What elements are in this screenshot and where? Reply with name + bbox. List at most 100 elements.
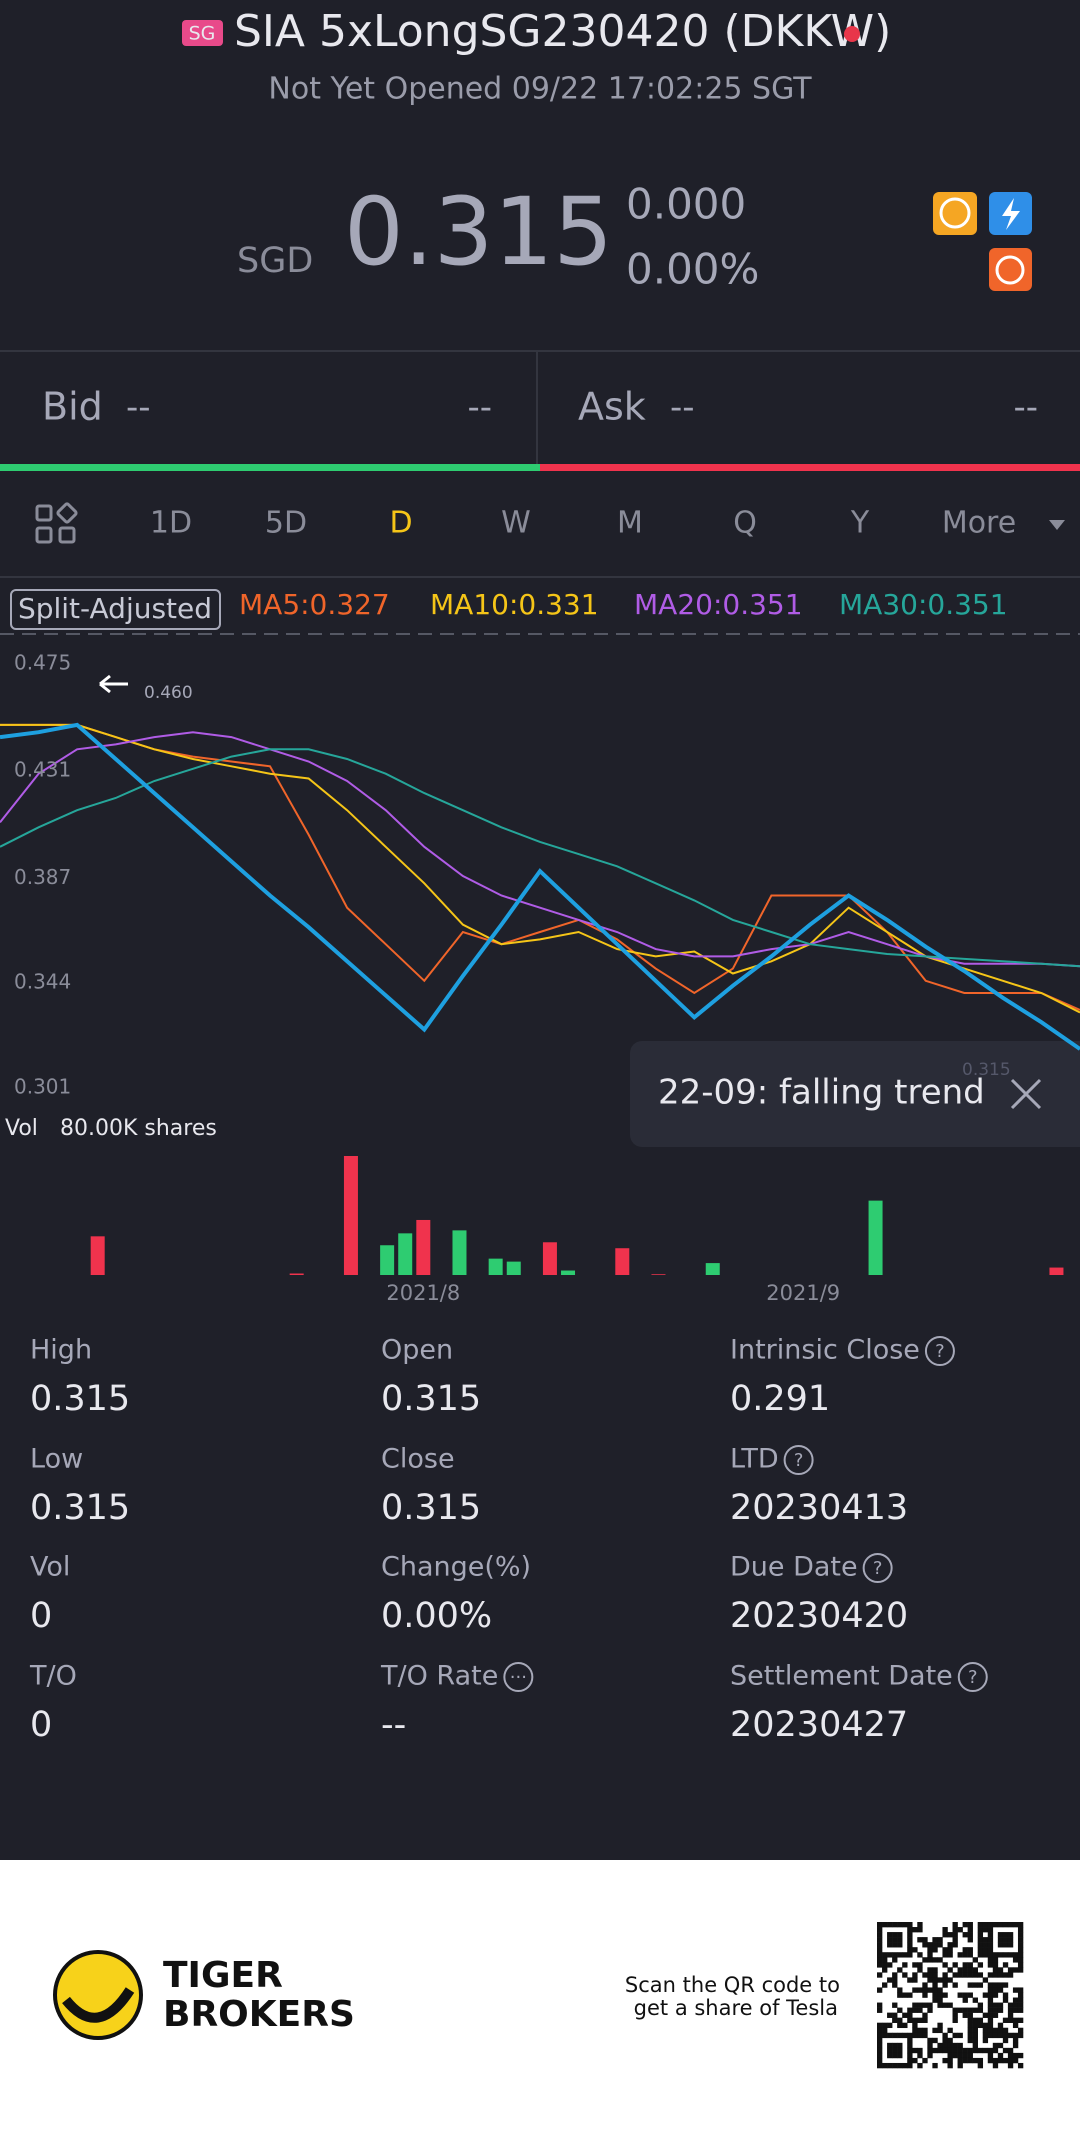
qr-cell	[902, 2032, 908, 2039]
qr-cell	[1012, 2032, 1019, 2039]
qr-cell	[957, 2052, 963, 2059]
qr-cell	[1007, 2057, 1014, 2064]
qr-cell	[992, 2002, 999, 2008]
qr-cell	[892, 1982, 898, 1988]
qr-cell	[947, 1967, 953, 1973]
stat-label: Close	[381, 1444, 455, 1475]
qr-cell	[882, 2027, 888, 2034]
qr-cell	[877, 1927, 883, 1933]
qr-cell	[927, 2037, 933, 2044]
qr-cell	[987, 2002, 994, 2008]
qr-cell	[887, 2052, 893, 2059]
stat-label: Intrinsic Close	[730, 1335, 920, 1366]
qr-cell	[952, 2042, 958, 2049]
qr-cell	[967, 1922, 973, 1928]
qr-cell	[997, 2042, 1004, 2049]
price: 0.315	[344, 178, 613, 287]
qr-cell	[952, 2047, 958, 2054]
qr-cell	[992, 2047, 999, 2054]
chart-glyph	[995, 255, 1025, 285]
volume-bar	[561, 1270, 576, 1275]
qr-cell	[932, 1947, 938, 1953]
qr-cell	[972, 1972, 978, 1978]
help-icon-text: ?	[968, 1667, 978, 1688]
tab[interactable]: M	[617, 506, 643, 541]
qr-cell	[982, 1922, 989, 1928]
tab[interactable]: W	[501, 506, 531, 541]
tab[interactable]: 1D	[150, 506, 192, 541]
qr-cell	[972, 2057, 978, 2064]
qr-cell	[967, 2032, 973, 2039]
qr-cell	[927, 1942, 933, 1948]
tab[interactable]: Q	[733, 506, 757, 541]
qr-cell	[1017, 1932, 1024, 1938]
qr-cell	[892, 2012, 898, 2018]
qr-cell	[907, 1922, 913, 1928]
qr-cell	[922, 1982, 928, 1988]
qr-cell	[987, 2017, 994, 2023]
qr-cell	[1012, 1922, 1019, 1928]
qr-cell	[917, 1927, 923, 1933]
qr-cell	[967, 2007, 973, 2013]
help-icon-text: ···	[510, 1667, 527, 1688]
y-tick-label: 0.431	[14, 758, 71, 782]
qr-cell	[907, 2032, 913, 2039]
adjust-box[interactable]	[10, 589, 221, 630]
qr-cell	[997, 2057, 1004, 2064]
qr-cell	[1007, 2002, 1014, 2008]
tab[interactable]: More	[942, 506, 1016, 541]
qr-cell	[892, 2042, 898, 2049]
popup-close[interactable]	[1010, 1078, 1042, 1110]
volume-bar	[90, 1236, 105, 1275]
qr-cell	[977, 1927, 984, 1933]
tab[interactable]: 5D	[265, 506, 307, 541]
qr-cell	[922, 2002, 928, 2008]
qr-cell	[932, 1987, 938, 1993]
qr-cell	[882, 1922, 888, 1928]
qr-cell	[992, 1967, 999, 1973]
qr-cell	[897, 1992, 903, 1998]
qr-cell	[982, 1992, 989, 1998]
qr-cell	[917, 2027, 923, 2034]
qr-cell	[952, 2032, 958, 2039]
icon-chart[interactable]	[989, 248, 1032, 291]
qr-cell	[1012, 2052, 1019, 2059]
volume-bar	[615, 1248, 630, 1275]
qr-cell	[877, 2042, 883, 2049]
qr-cell	[987, 1937, 994, 1943]
qr-cell	[887, 1922, 893, 1928]
stat-label: Change(%)	[381, 1552, 531, 1583]
qr-cell	[1007, 1932, 1014, 1938]
qr-cell	[907, 2052, 913, 2059]
qr-cell	[927, 2042, 933, 2049]
qr-cell	[957, 2047, 963, 2054]
stat-value: 0	[30, 1596, 52, 1636]
qr-cell	[917, 1922, 923, 1928]
qr-cell	[987, 1922, 994, 1928]
qr-cell	[887, 2047, 893, 2054]
adjust-label[interactable]: Split-Adjusted	[18, 592, 212, 625]
legend-entry: MA20:0.351	[634, 588, 803, 621]
tab[interactable]: D	[389, 506, 412, 541]
volume-max: 80.00K shares	[60, 1116, 217, 1141]
qr-cell	[927, 1977, 933, 1983]
market-badge	[182, 20, 223, 46]
tab[interactable]: Y	[850, 506, 870, 541]
qr-cell	[917, 2017, 923, 2023]
qr-cell	[897, 2017, 903, 2023]
volume-bar	[289, 1273, 304, 1275]
layout-icon[interactable]	[35, 502, 78, 544]
qr-cell	[1007, 1937, 1014, 1943]
qr-cell	[942, 2037, 948, 2044]
qr-cell	[897, 1942, 903, 1948]
qr-cell	[962, 1972, 968, 1978]
scan-text: get a share of Tesla	[634, 1996, 838, 2020]
qr-cell	[957, 1992, 963, 1998]
qr-cell	[957, 1927, 963, 1933]
qr-cell	[912, 2032, 918, 2039]
qr-cell	[982, 1947, 989, 1953]
stat-value: 0.291	[730, 1379, 830, 1419]
qr-cell	[1002, 1962, 1009, 1968]
qr-cell	[882, 1957, 888, 1963]
footer-background	[0, 1860, 1080, 2133]
